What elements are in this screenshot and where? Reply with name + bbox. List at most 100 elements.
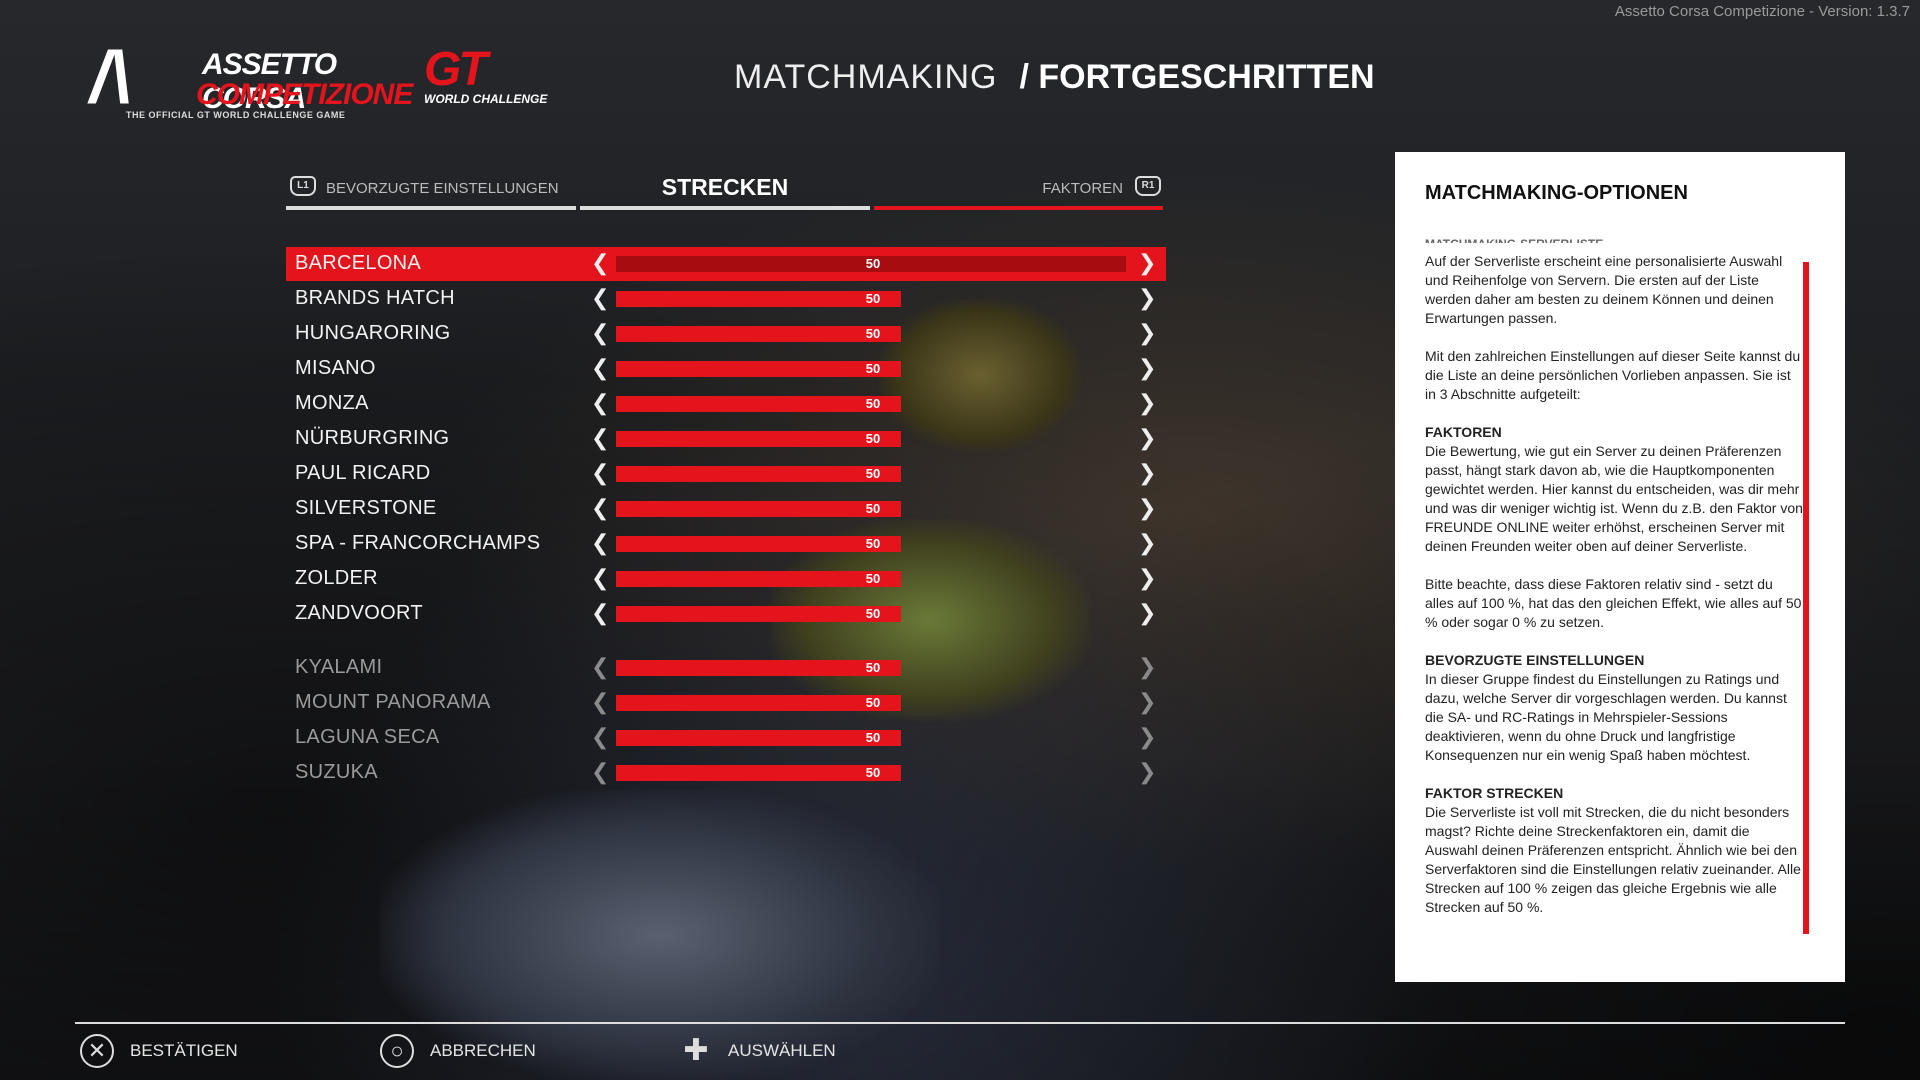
info-heading: FAKTOREN: [1425, 424, 1502, 440]
track-factor-value: 50: [865, 256, 881, 271]
chevron-left-icon[interactable]: ❮: [591, 565, 610, 590]
chevron-right-icon[interactable]: ❯: [1138, 390, 1157, 415]
chevron-right-icon[interactable]: ❯: [1138, 600, 1157, 625]
chevron-left-icon[interactable]: ❮: [591, 724, 610, 749]
chevron-left-icon[interactable]: ❮: [591, 355, 610, 380]
chevron-left-icon[interactable]: ❮: [591, 250, 610, 275]
track-factor-fill: [616, 291, 901, 307]
track-row[interactable]: SUZUKA ❮ 50 ❯: [286, 756, 1166, 790]
track-factor-slider[interactable]: 50: [616, 291, 1126, 307]
chevron-left-icon[interactable]: ❮: [591, 390, 610, 415]
track-factor-slider[interactable]: 50: [616, 571, 1126, 587]
chevron-right-icon[interactable]: ❯: [1138, 320, 1157, 345]
chevron-right-icon[interactable]: ❯: [1138, 460, 1157, 485]
track-factor-slider[interactable]: 50: [616, 536, 1126, 552]
track-factor-slider[interactable]: 50: [616, 765, 1126, 781]
track-factor-slider[interactable]: 50: [616, 431, 1126, 447]
gt-logo-mark: GT: [424, 43, 488, 96]
track-factor-fill: [616, 660, 901, 676]
acc-logo-line1: ASSETTO CORSA: [202, 48, 337, 115]
track-row[interactable]: BARCELONA ❮ 50 ❯: [286, 247, 1166, 281]
chevron-right-icon[interactable]: ❯: [1138, 285, 1157, 310]
chevron-right-icon[interactable]: ❯: [1138, 355, 1157, 380]
track-factor-slider[interactable]: 50: [616, 396, 1126, 412]
tab-strecken[interactable]: STRECKEN: [580, 170, 870, 210]
track-name: MOUNT PANORAMA: [295, 691, 491, 713]
tab-bevorzugte-einstellungen[interactable]: L1 BEVORZUGTE EINSTELLUNGEN: [286, 170, 576, 210]
chevron-left-icon[interactable]: ❮: [591, 495, 610, 520]
track-row[interactable]: SPA - FRANCORCHAMPS ❮ 50 ❯: [286, 527, 1166, 561]
chevron-right-icon[interactable]: ❯: [1138, 724, 1157, 749]
track-factor-value: 50: [865, 730, 881, 745]
tab-label: BEVORZUGTE EINSTELLUNGEN: [326, 180, 559, 197]
dpad-icon: ✚: [683, 1034, 709, 1067]
chevron-right-icon[interactable]: ❯: [1138, 565, 1157, 590]
chevron-right-icon[interactable]: ❯: [1138, 654, 1157, 679]
track-name: LAGUNA SECA: [295, 726, 440, 748]
cross-button-icon: ✕: [80, 1034, 114, 1068]
info-heading: FAKTOR STRECKEN: [1425, 785, 1564, 801]
track-factor-slider[interactable]: 50: [616, 695, 1126, 711]
track-row[interactable]: ZANDVOORT ❮ 50 ❯: [286, 597, 1166, 631]
track-row[interactable]: ZOLDER ❮ 50 ❯: [286, 562, 1166, 596]
info-panel: MATCHMAKING-OPTIONEN MATCHMAKING-SERVERL…: [1395, 152, 1845, 982]
track-row[interactable]: HUNGARORING ❮ 50 ❯: [286, 317, 1166, 351]
chevron-left-icon[interactable]: ❮: [591, 600, 610, 625]
track-name: BRANDS HATCH: [295, 287, 455, 309]
track-factor-value: 50: [865, 466, 881, 481]
track-row[interactable]: PAUL RICARD ❮ 50 ❯: [286, 457, 1166, 491]
track-factor-slider[interactable]: 50: [616, 501, 1126, 517]
track-factor-fill: [616, 396, 901, 412]
info-paragraph: Bitte beachte, dass diese Faktoren relat…: [1425, 576, 1802, 630]
info-paragraph: Auf der Serverliste erscheint eine perso…: [1425, 253, 1783, 326]
chevron-right-icon[interactable]: ❯: [1138, 759, 1157, 784]
track-factor-value: 50: [865, 396, 881, 411]
track-factor-slider[interactable]: 50: [616, 361, 1126, 377]
track-row[interactable]: MISANO ❮ 50 ❯: [286, 352, 1166, 386]
track-name: HUNGARORING: [295, 322, 451, 344]
chevron-right-icon[interactable]: ❯: [1138, 689, 1157, 714]
track-row[interactable]: SILVERSTONE ❮ 50 ❯: [286, 492, 1166, 526]
track-factor-slider[interactable]: 50: [616, 606, 1126, 622]
chevron-right-icon[interactable]: ❯: [1138, 495, 1157, 520]
track-factor-slider[interactable]: 50: [616, 660, 1126, 676]
track-factor-slider[interactable]: 50: [616, 730, 1126, 746]
track-name: SUZUKA: [295, 761, 378, 783]
chevron-left-icon[interactable]: ❮: [591, 759, 610, 784]
chevron-left-icon[interactable]: ❮: [591, 320, 610, 345]
version-label: Assetto Corsa Competizione - Version: 1.…: [1614, 3, 1910, 20]
track-row[interactable]: LAGUNA SECA ❮ 50 ❯: [286, 721, 1166, 755]
chevron-left-icon[interactable]: ❮: [591, 654, 610, 679]
track-row[interactable]: KYALAMI ❮ 50 ❯: [286, 651, 1166, 685]
track-row[interactable]: BRANDS HATCH ❮ 50 ❯: [286, 282, 1166, 316]
chevron-right-icon[interactable]: ❯: [1138, 425, 1157, 450]
gt-world-challenge-logo: GT WORLD CHALLENGE: [414, 43, 574, 110]
track-factor-slider[interactable]: 50: [616, 326, 1126, 342]
info-paragraph: In dieser Gruppe findest du Einstellunge…: [1425, 671, 1787, 763]
chevron-left-icon[interactable]: ❮: [591, 425, 610, 450]
acc-logo-tagline: THE OFFICIAL GT WORLD CHALLENGE GAME: [126, 110, 346, 120]
info-scrollbar[interactable]: [1803, 262, 1809, 934]
acc-logo-mark: /\: [90, 38, 131, 118]
chevron-right-icon[interactable]: ❯: [1138, 250, 1157, 275]
track-factor-slider[interactable]: 50: [616, 256, 1126, 272]
tab-bar: L1 BEVORZUGTE EINSTELLUNGEN STRECKEN FAK…: [286, 170, 1163, 210]
chevron-left-icon[interactable]: ❮: [591, 530, 610, 555]
chevron-right-icon[interactable]: ❯: [1138, 530, 1157, 555]
track-name: SILVERSTONE: [295, 497, 437, 519]
acc-logo-line2: COMPETIZIONE: [196, 78, 413, 111]
chevron-left-icon[interactable]: ❮: [591, 285, 610, 310]
track-row[interactable]: MONZA ❮ 50 ❯: [286, 387, 1166, 421]
track-row[interactable]: MOUNT PANORAMA ❮ 50 ❯: [286, 686, 1166, 720]
chevron-left-icon[interactable]: ❮: [591, 460, 610, 485]
tab-faktoren[interactable]: FAKTOREN R1: [874, 170, 1163, 210]
track-factor-fill: [616, 361, 901, 377]
track-factor-fill: [616, 730, 901, 746]
background-car: [380, 790, 940, 1080]
chevron-left-icon[interactable]: ❮: [591, 689, 610, 714]
track-factor-fill: [616, 695, 901, 711]
track-factor-fill: [616, 571, 901, 587]
info-paragraph: Die Serverliste ist voll mit Strecken, d…: [1425, 804, 1801, 915]
track-row[interactable]: NÜRBURGRING ❮ 50 ❯: [286, 422, 1166, 456]
track-factor-slider[interactable]: 50: [616, 466, 1126, 482]
